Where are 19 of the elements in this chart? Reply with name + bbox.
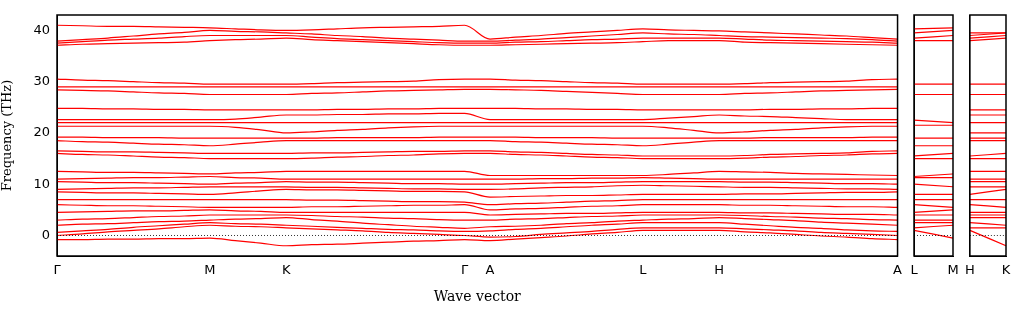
x-axis-title: Wave vector (433, 288, 522, 305)
x-tick-label: A (485, 262, 495, 278)
y-tick-label: 30 (33, 73, 50, 89)
x-tick-label: H (714, 262, 725, 278)
x-tick-label: M (947, 262, 959, 278)
y-tick-label: 20 (33, 124, 50, 140)
x-tick-label: Γ (53, 262, 62, 278)
x-tick-label: H (965, 262, 975, 278)
x-tick-label: A (893, 262, 903, 278)
y-tick-label: 40 (33, 21, 50, 37)
x-tick-label: M (204, 262, 216, 278)
x-tick-label: K (1001, 262, 1011, 278)
x-tick-label: Γ (460, 262, 469, 278)
x-tick-label: L (639, 262, 648, 278)
x-tick-label: K (281, 262, 291, 278)
x-tick-label: L (910, 262, 919, 278)
y-tick-label: 10 (33, 175, 50, 191)
y-tick-label: 0 (41, 226, 50, 242)
y-axis-title: Frequency (THz) (0, 79, 15, 192)
